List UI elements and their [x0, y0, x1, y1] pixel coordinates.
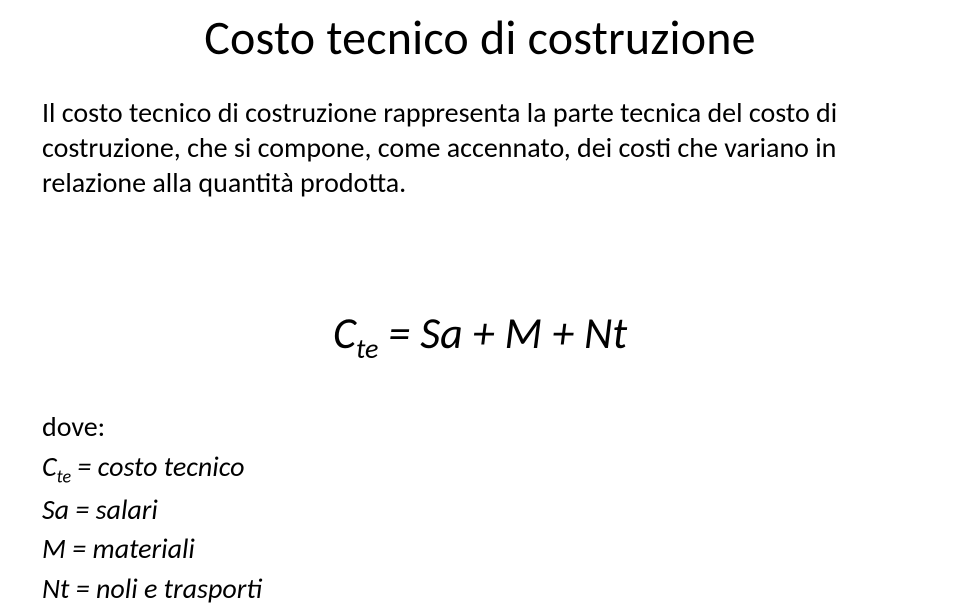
- slide: Costo tecnico di costruzione Il costo te…: [0, 0, 960, 603]
- def-line-4: Nt = noli e trasporti: [42, 570, 918, 608]
- def1-rest: = costo tecnico: [71, 449, 244, 484]
- def-line-1: Cte = costo tecnico: [42, 448, 918, 489]
- def-line-3: M = materiali: [42, 530, 918, 568]
- body-paragraph: Il costo tecnico di costruzione rapprese…: [42, 95, 918, 200]
- formula-rhs: = Sa + M + Nt: [378, 306, 627, 360]
- formula-lhs-sub: te: [356, 331, 378, 366]
- slide-title: Costo tecnico di costruzione: [0, 8, 960, 67]
- def-dove: dove:: [42, 408, 918, 446]
- def1-base: C: [42, 449, 57, 484]
- formula-lhs-base: C: [333, 306, 356, 360]
- def-line-2: Sa = salari: [42, 491, 918, 529]
- formula: Cte = Sa + M + Nt: [0, 306, 960, 366]
- definitions: dove: Cte = costo tecnico Sa = salari M …: [42, 408, 918, 610]
- def1-sub: te: [57, 465, 71, 487]
